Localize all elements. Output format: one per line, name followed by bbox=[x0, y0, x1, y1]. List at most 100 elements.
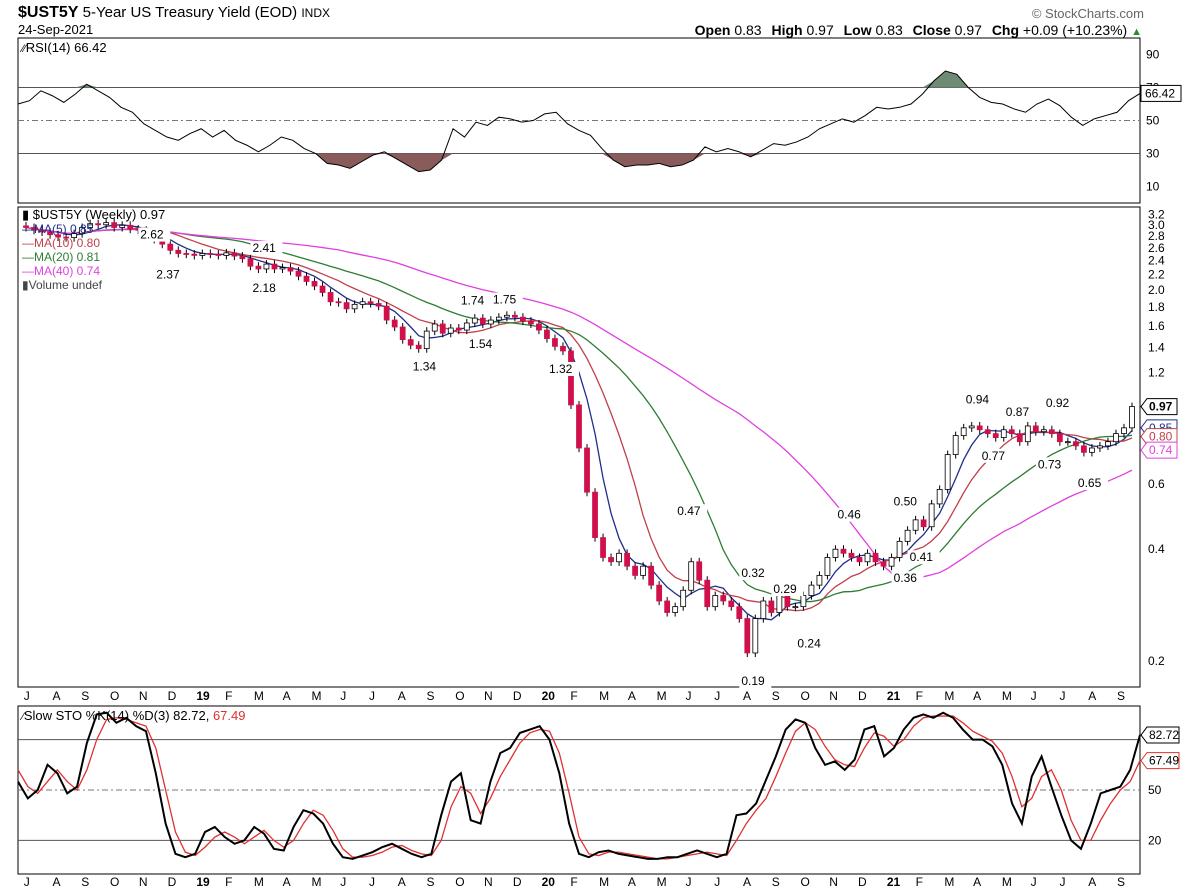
price-annotation-bg bbox=[154, 267, 187, 282]
price-annotation: 0.94 bbox=[966, 393, 990, 407]
candle bbox=[880, 557, 887, 571]
price-right-label: 0.80 bbox=[1149, 430, 1173, 444]
price-annotation-bg bbox=[891, 494, 924, 509]
candle-body bbox=[912, 519, 919, 531]
ma10-line bbox=[25, 226, 1133, 612]
candle bbox=[215, 250, 222, 260]
candle bbox=[512, 311, 518, 322]
sto-d-last: 67.49 bbox=[1149, 754, 1179, 768]
candle-body bbox=[1089, 447, 1095, 453]
price-x-label: J bbox=[1059, 689, 1065, 703]
sto-x-label: J bbox=[685, 875, 691, 889]
price-x-label: 21 bbox=[887, 689, 901, 703]
candle-body bbox=[351, 303, 358, 310]
candle-body bbox=[720, 595, 727, 602]
sto-x-label: F bbox=[570, 875, 577, 889]
candle-body bbox=[1121, 427, 1127, 435]
candle-body bbox=[816, 574, 823, 586]
price-annotation: 0.24 bbox=[797, 636, 821, 650]
candle-body bbox=[119, 224, 126, 228]
candle bbox=[495, 313, 502, 325]
candle-body bbox=[471, 317, 478, 324]
candle bbox=[39, 226, 45, 236]
candle bbox=[383, 302, 390, 325]
candle-body bbox=[1000, 429, 1007, 439]
candle-body bbox=[359, 301, 366, 305]
rsi-label: RSI(14) 66.42 bbox=[25, 40, 107, 55]
candle bbox=[471, 314, 478, 328]
candle bbox=[896, 537, 903, 562]
candle-body bbox=[343, 302, 350, 310]
candle bbox=[47, 227, 53, 239]
sto-x-label: A bbox=[743, 875, 751, 889]
candle bbox=[415, 341, 422, 353]
candle-body bbox=[383, 305, 390, 321]
candle-body bbox=[55, 234, 61, 238]
sto-x-label: J bbox=[369, 875, 375, 889]
sto-x-label: J bbox=[340, 875, 346, 889]
price-right-box bbox=[1140, 398, 1178, 416]
price-x-label: F bbox=[570, 689, 577, 703]
candle-body bbox=[1097, 445, 1103, 449]
rsi-last-box bbox=[1140, 84, 1182, 102]
candle-body bbox=[295, 270, 302, 277]
candle bbox=[992, 429, 999, 442]
price-x-label: M bbox=[254, 689, 264, 703]
sto-x-label: A bbox=[973, 875, 981, 889]
close-label: Close bbox=[912, 22, 951, 38]
candle-body bbox=[319, 285, 326, 293]
price-annotation-bg bbox=[675, 504, 708, 519]
candle-body bbox=[928, 503, 935, 528]
candle-body bbox=[1129, 406, 1135, 429]
candle-body bbox=[568, 350, 574, 406]
sto-x-label: F bbox=[225, 875, 232, 889]
price-x-label: O bbox=[455, 689, 464, 703]
sto-x-label: 19 bbox=[196, 875, 210, 889]
price-x-label: A bbox=[743, 689, 751, 703]
price-x-label: N bbox=[139, 689, 148, 703]
candle bbox=[688, 557, 695, 595]
candle-body bbox=[447, 327, 454, 334]
sto-x-label: S bbox=[1117, 875, 1125, 889]
price-annotation-bg bbox=[963, 392, 996, 407]
candle-body bbox=[736, 606, 743, 619]
price-x-label: D bbox=[858, 689, 867, 703]
sto-x-label: J bbox=[1031, 875, 1037, 889]
candle bbox=[800, 591, 807, 611]
price-x-label: S bbox=[1117, 689, 1125, 703]
rsi-line bbox=[17, 70, 1141, 173]
candle-body bbox=[111, 222, 118, 228]
candle bbox=[944, 450, 951, 494]
candle-body bbox=[752, 618, 759, 654]
price-tick-label: 1.2 bbox=[1148, 365, 1165, 379]
price-annotation-bg bbox=[739, 566, 772, 581]
ma10-legend: —MA(10) 0.80 bbox=[22, 236, 101, 250]
chart-mini-icon: ⁄⁄ bbox=[22, 43, 26, 55]
candle bbox=[696, 557, 703, 585]
candle bbox=[247, 254, 254, 271]
candle bbox=[936, 485, 943, 508]
ma10-label: MA(10) 0.80 bbox=[34, 236, 101, 250]
rsi-panel: 103050709066.42 bbox=[17, 37, 1182, 204]
candle-body bbox=[167, 243, 174, 251]
candle-body bbox=[696, 561, 703, 581]
candle-body bbox=[127, 224, 134, 230]
candle-body bbox=[87, 223, 94, 228]
ma5-label: MA(5) 0.85 bbox=[34, 222, 94, 236]
candle-body bbox=[423, 330, 430, 350]
volume-label: Volume undef bbox=[28, 278, 102, 292]
candle bbox=[119, 221, 126, 232]
candle bbox=[175, 246, 182, 258]
sto-k-line bbox=[17, 711, 1141, 860]
sto-x-label: 20 bbox=[542, 875, 556, 889]
rsi-overbought-fill bbox=[18, 71, 1140, 88]
price-annotation: 0.47 bbox=[677, 504, 701, 518]
candle-body bbox=[632, 565, 638, 576]
candle bbox=[712, 591, 719, 611]
price-x-label: 19 bbox=[196, 689, 210, 703]
price-x-label: J bbox=[340, 689, 346, 703]
price-annotation: 2.37 bbox=[156, 268, 180, 282]
price-annotation-bg bbox=[891, 571, 924, 586]
candle bbox=[463, 319, 470, 335]
sto-x-label: M bbox=[311, 875, 321, 889]
